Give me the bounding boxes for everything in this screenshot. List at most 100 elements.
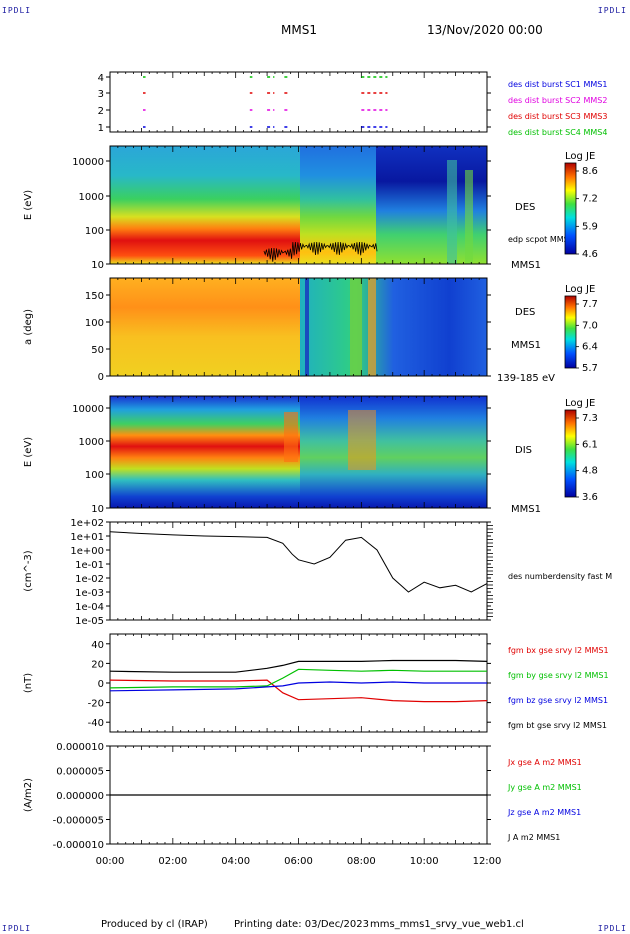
dis-instrument-label: DIS [515, 445, 532, 456]
dis-energy-colorbar [564, 409, 577, 498]
des-energy-overlay-label: edp scpot MMS1 [508, 235, 574, 244]
x-tick-label: 08:00 [347, 856, 376, 867]
des-pitch-y-tick-label: 0 [98, 372, 104, 383]
corner-label-top-right: IPDLI [597, 6, 627, 15]
density-y-tick-label: 1e-02 [75, 574, 104, 585]
scpot-overlay-line [263, 241, 378, 262]
header-spacecraft: MMS1 [281, 23, 317, 37]
current-y-tick-label: 0.000005 [56, 767, 104, 778]
mag-series-black [109, 659, 488, 673]
density-y-tick-label: 1e+00 [70, 546, 104, 557]
des-energy-colorbar-tick: 4.6 [582, 249, 598, 260]
dis-energy-colorbar-tick: 6.1 [582, 439, 598, 450]
des-pitch-spacecraft-label: MMS1 [511, 340, 541, 351]
density-y-tick-label: 1e+01 [70, 532, 104, 543]
current-y-tick-label: -0.000005 [53, 816, 104, 827]
des-energy-colorbar [564, 162, 577, 255]
mag-legend-entry: fgm bx gse srvy l2 MMS1 [508, 646, 609, 655]
dis-spacecraft-label: MMS1 [511, 504, 541, 515]
current-legend-entry: Jy gse A m2 MMS1 [507, 783, 582, 792]
des-pitch-colorbar-tick: 7.0 [582, 320, 598, 331]
x-tick-label: 02:00 [158, 856, 187, 867]
mag-series-blue [109, 681, 487, 692]
density-series-line [109, 531, 488, 593]
des-pitch-spectrogram [110, 278, 487, 376]
x-tick-label: 06:00 [284, 856, 313, 867]
des-pitch-energy-range: 139-185 eV [497, 373, 555, 384]
density-y-tick-label: 1e-01 [75, 560, 104, 571]
mag-legend-entry: fgm bz gse srvy l2 MMS1 [508, 696, 608, 705]
header-date: 13/Nov/2020 00:00 [427, 23, 543, 37]
mag-field-y-tick-label: 0 [98, 679, 104, 690]
footer-printing-date: Printing date: 03/Dec/2023 [234, 919, 370, 930]
dis-energy-colorbar-tick: 3.6 [582, 492, 598, 503]
x-tick-label: 00:00 [96, 856, 125, 867]
burst-legend-entry: des dist burst SC4 MMS4 [508, 128, 607, 137]
des-pitch-y-tick-label: 50 [91, 345, 104, 356]
des-energy-spacecraft-label: MMS1 [511, 260, 541, 271]
density-y-tick-label: 1e-03 [75, 588, 104, 599]
burst-legend-entry: des dist burst SC3 MMS3 [508, 112, 607, 121]
burst-y-tick-label: 4 [98, 73, 104, 84]
des-energy-instrument-label: DES [515, 202, 535, 213]
des-pitch-colorbar [564, 295, 577, 369]
footer-filename: mms_mms1_srvy_vue_web1.cl [370, 919, 524, 930]
dis-energy-y-tick-label: 10 [91, 504, 104, 515]
des-pitch-y-tick-label: 100 [85, 318, 104, 329]
dis-energy-y-tick-label: 100 [85, 470, 104, 481]
burst-panel-frame [109, 71, 488, 133]
des-energy-y-tick-label: 100 [85, 226, 104, 237]
corner-label-bottom-left: IPDLI [2, 924, 32, 933]
des-energy-y-tick-label: 10 [91, 260, 104, 271]
current-y-tick-label: -0.000010 [53, 840, 104, 851]
mag-field-y-tick-label: -40 [88, 718, 104, 729]
dis-energy-colorbar-title: Log JE [565, 398, 595, 409]
mag-field-y-tick-label: -20 [88, 699, 104, 710]
mag-field-y-tick-label: 20 [91, 659, 104, 670]
des-pitch-y-axis-label: a (deg) [23, 309, 34, 345]
des-energy-colorbar-tick: 8.6 [582, 166, 598, 177]
des-pitch-instrument-label: DES [515, 307, 535, 318]
des-energy-y-tick-label: 10000 [72, 157, 104, 168]
des-energy-y-tick-label: 1000 [79, 192, 104, 203]
mag-field-y-axis-label: (nT) [23, 673, 34, 693]
mag-legend-entry: fgm by gse srvy l2 MMS1 [508, 671, 609, 680]
current-legend-entry: Jx gse A m2 MMS1 [507, 758, 582, 767]
mag-legend-entry: fgm bt gse srvy l2 MMS1 [508, 721, 607, 730]
corner-label-bottom-right: IPDLI [597, 924, 627, 933]
current-legend-entry: Jz gse A m2 MMS1 [507, 808, 581, 817]
density-legend-entry: des numberdensity fast M [508, 572, 612, 581]
x-tick-label: 10:00 [410, 856, 439, 867]
dis-energy-y-axis-label: E (eV) [23, 437, 34, 467]
dis-energy-y-tick-label: 1000 [79, 437, 104, 448]
des-pitch-colorbar-tick: 5.7 [582, 363, 598, 374]
des-energy-y-axis-label: E (eV) [23, 190, 34, 220]
burst-y-tick-label: 3 [98, 89, 104, 100]
current-y-tick-label: 0.000010 [56, 742, 104, 753]
dis-energy-y-tick-label: 10000 [72, 404, 104, 415]
x-tick-label: 12:00 [473, 856, 502, 867]
x-tick-label: 04:00 [221, 856, 250, 867]
corner-label-top-left: IPDLI [2, 6, 32, 15]
des-pitch-y-tick-label: 150 [85, 291, 104, 302]
current-y-axis-label: (A/m2) [23, 778, 34, 812]
density-y-tick-label: 1e+02 [70, 518, 104, 529]
burst-y-tick-label: 2 [98, 106, 104, 117]
des-pitch-colorbar-title: Log JE [565, 284, 595, 295]
current-legend-entry: J A m2 MMS1 [507, 833, 560, 842]
des-energy-colorbar-title: Log JE [565, 151, 595, 162]
footer-produced-by: Produced by cl (IRAP) [101, 919, 208, 930]
burst-legend-entry: des dist burst SC2 MMS2 [508, 96, 607, 105]
des-pitch-colorbar-tick: 6.4 [582, 342, 598, 353]
density-y-axis-label: (cm^-3) [23, 550, 34, 591]
dis-energy-colorbar-tick: 4.8 [582, 466, 598, 477]
density-y-tick-label: 1e-05 [75, 616, 104, 627]
mag-series-red [109, 679, 488, 703]
des-energy-colorbar-tick: 5.9 [582, 221, 598, 232]
dis-energy-colorbar-tick: 7.3 [582, 413, 598, 424]
des-energy-spectrogram [110, 146, 487, 264]
burst-legend-entry: des dist burst SC1 MMS1 [508, 80, 607, 89]
current-y-tick-label: 0.000000 [56, 791, 104, 802]
mag-series-green [109, 668, 487, 689]
